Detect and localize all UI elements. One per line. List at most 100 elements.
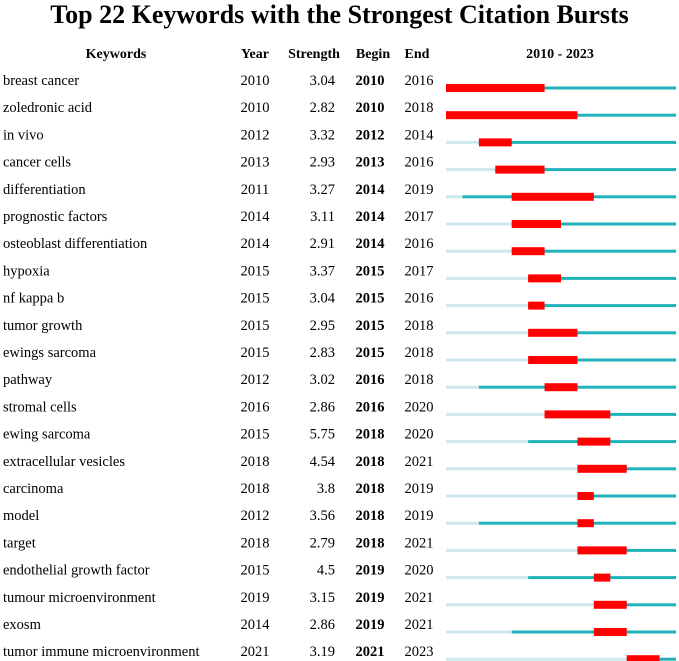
year-value: 2015 bbox=[241, 563, 270, 579]
year-value: 2018 bbox=[241, 535, 270, 551]
strength-value: 3.56 bbox=[310, 508, 335, 524]
timeline-active-segment bbox=[528, 331, 676, 335]
timeline-inactive-segment bbox=[446, 168, 496, 172]
burst-bar bbox=[593, 573, 611, 582]
strength-value: 4.5 bbox=[317, 563, 335, 579]
begin-value: 2013 bbox=[356, 155, 385, 171]
begin-value: 2014 bbox=[356, 182, 385, 198]
year-value: 2012 bbox=[241, 372, 270, 388]
timeline-active-segment bbox=[593, 603, 676, 607]
strength-value: 2.86 bbox=[310, 399, 335, 415]
table-rows: breast cancer 2010 3.04 2010 2016 zoledronic … bbox=[3, 73, 676, 661]
header-end: End bbox=[405, 47, 430, 62]
timeline-active-segment bbox=[446, 86, 676, 90]
keyword-label: carcinoma bbox=[3, 481, 64, 497]
timeline-inactive-segment bbox=[446, 385, 479, 389]
timeline-inactive-segment bbox=[446, 603, 594, 607]
year-value: 2014 bbox=[241, 236, 271, 252]
chart-title: Top 22 Keywords with the Strongest Citat… bbox=[50, 0, 629, 29]
header-timeline: 2010 - 2023 bbox=[526, 47, 594, 62]
end-value: 2019 bbox=[405, 508, 434, 524]
keyword-label: pathway bbox=[3, 372, 53, 388]
keyword-label: endothelial growth factor bbox=[3, 563, 150, 579]
header-keywords: Keywords bbox=[86, 47, 147, 62]
strength-value: 3.15 bbox=[310, 590, 335, 606]
timeline-active-segment bbox=[478, 140, 676, 144]
burst-bar bbox=[528, 356, 578, 364]
strength-value: 2.79 bbox=[310, 535, 335, 551]
timeline-active-segment bbox=[577, 494, 676, 498]
year-value: 2013 bbox=[241, 155, 270, 171]
timeline-inactive-segment bbox=[446, 331, 529, 335]
year-value: 2012 bbox=[241, 508, 270, 524]
timeline-inactive-segment bbox=[446, 630, 512, 634]
burst-bar bbox=[577, 519, 594, 528]
table-row: ewings sarcoma 2015 2.83 2015 2018 bbox=[3, 345, 676, 364]
year-value: 2016 bbox=[241, 399, 270, 415]
end-value: 2017 bbox=[405, 263, 434, 279]
strength-value: 3.32 bbox=[310, 127, 335, 143]
year-value: 2021 bbox=[241, 644, 270, 660]
burst-bar bbox=[511, 220, 561, 228]
strength-value: 3.02 bbox=[310, 372, 335, 388]
begin-value: 2015 bbox=[356, 291, 385, 307]
header-year: Year bbox=[241, 47, 269, 62]
burst-bar bbox=[446, 84, 545, 92]
begin-value: 2016 bbox=[356, 399, 385, 415]
burst-bar bbox=[495, 165, 545, 174]
begin-value: 2015 bbox=[356, 345, 385, 361]
year-value: 2015 bbox=[241, 427, 270, 443]
strength-value: 3.04 bbox=[310, 291, 336, 307]
keyword-label: cancer cells bbox=[3, 155, 71, 171]
keyword-label: nf kappa b bbox=[3, 291, 64, 307]
keyword-label: ewings sarcoma bbox=[3, 345, 97, 361]
burst-bar bbox=[544, 410, 611, 419]
strength-value: 3.19 bbox=[310, 644, 335, 660]
burst-bar bbox=[593, 628, 627, 636]
burst-bar bbox=[577, 464, 627, 473]
begin-value: 2019 bbox=[356, 563, 385, 579]
year-value: 2014 bbox=[241, 617, 271, 633]
burst-bar bbox=[511, 192, 594, 201]
begin-value: 2014 bbox=[356, 236, 385, 252]
burst-bar bbox=[528, 301, 545, 310]
begin-value: 2015 bbox=[356, 263, 385, 279]
begin-value: 2018 bbox=[356, 481, 385, 497]
end-value: 2021 bbox=[405, 617, 434, 633]
burst-bar bbox=[544, 383, 578, 392]
keyword-label: tumour microenvironment bbox=[3, 590, 156, 606]
strength-value: 3.11 bbox=[310, 209, 335, 225]
end-value: 2016 bbox=[405, 291, 434, 307]
timeline-inactive-segment bbox=[446, 440, 529, 444]
burst-bar bbox=[528, 328, 578, 337]
begin-value: 2010 bbox=[356, 100, 385, 116]
keyword-label: prognostic factors bbox=[3, 209, 108, 225]
begin-value: 2012 bbox=[356, 127, 385, 143]
table-row: pathway 2012 3.02 2016 2018 bbox=[3, 372, 676, 392]
timeline-inactive-segment bbox=[446, 304, 529, 308]
year-value: 2010 bbox=[241, 100, 270, 116]
burst-bar bbox=[593, 600, 627, 609]
begin-value: 2018 bbox=[356, 427, 385, 443]
year-value: 2010 bbox=[241, 73, 270, 89]
keyword-label: tumor growth bbox=[3, 318, 83, 334]
year-value: 2019 bbox=[241, 590, 270, 606]
table-row: carcinoma 2018 3.8 2018 2019 bbox=[3, 481, 676, 500]
burst-bar bbox=[528, 274, 561, 283]
keyword-label: in vivo bbox=[3, 127, 44, 143]
table-row: stromal cells 2016 2.86 2016 2020 bbox=[3, 399, 676, 419]
timeline-inactive-segment bbox=[446, 412, 545, 416]
begin-value: 2018 bbox=[356, 535, 385, 551]
end-value: 2016 bbox=[405, 236, 434, 252]
strength-value: 2.86 bbox=[310, 617, 335, 633]
timeline-inactive-segment bbox=[446, 276, 529, 280]
burst-bar bbox=[446, 111, 578, 120]
burst-bar bbox=[577, 492, 594, 500]
burst-bar bbox=[478, 138, 512, 147]
keyword-label: exosm bbox=[3, 617, 42, 633]
timeline-inactive-segment bbox=[446, 548, 578, 552]
timeline-inactive-segment bbox=[446, 249, 512, 253]
header-strength: Strength bbox=[288, 47, 340, 62]
begin-value: 2019 bbox=[356, 617, 385, 633]
